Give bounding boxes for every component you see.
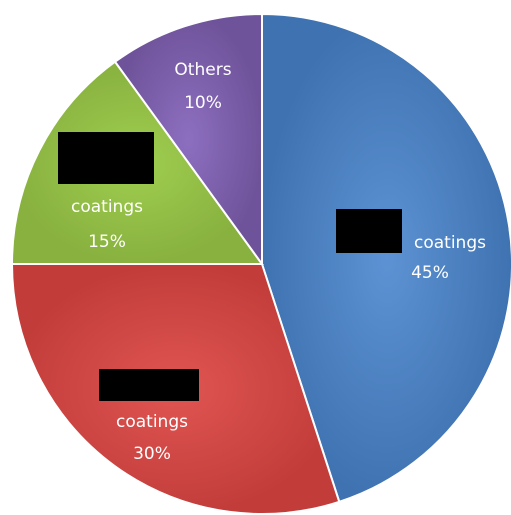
- slice-label-4: Others: [174, 60, 231, 80]
- slice-percent-3: 15%: [88, 232, 126, 252]
- redaction-box-2: [99, 369, 199, 401]
- slice-label-2: coatings: [116, 412, 188, 432]
- slice-label-3: coatings: [71, 197, 143, 217]
- slice-percent-1: 45%: [411, 263, 449, 283]
- pie-slice-4: [113, 12, 263, 268]
- slice-percent-2: 30%: [133, 444, 171, 464]
- redaction-box-1: [336, 209, 402, 253]
- redaction-box-3: [58, 132, 154, 184]
- slice-label-1: coatings: [414, 233, 486, 253]
- slice-percent-4: 10%: [184, 93, 222, 113]
- pie-slice-1: [261, 12, 511, 504]
